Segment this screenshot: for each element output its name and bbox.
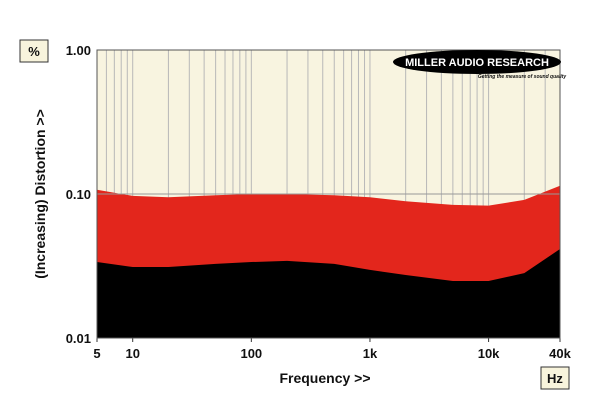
x-axis-label: Frequency >> (279, 370, 370, 386)
x-tick-label: 100 (240, 346, 262, 361)
logo-name: MILLER AUDIO RESEARCH (405, 57, 549, 69)
x-tick-label: 5 (93, 346, 100, 361)
x-unit: Hz (547, 371, 563, 386)
plot-frame (96, 49, 561, 339)
y-tick-label: 1.00 (66, 43, 91, 58)
x-tick-label: 1k (363, 346, 378, 361)
logo-tagline: Getting the measure of sound quality (478, 74, 567, 80)
x-tick-label: 40k (549, 346, 571, 361)
logo: MILLER AUDIO RESEARCH Getting the measur… (393, 50, 566, 80)
x-tick-label: 10 (125, 346, 139, 361)
y-unit: % (28, 44, 40, 59)
y-tick-label: 0.10 (66, 187, 91, 202)
y-tick-label: 0.01 (66, 331, 91, 346)
area (97, 249, 560, 338)
x-tick-label: 10k (478, 346, 500, 361)
y-axis-label: (Increasing) Distortion >> (32, 109, 48, 279)
unit-box (540, 366, 570, 390)
unit-box (19, 39, 49, 63)
